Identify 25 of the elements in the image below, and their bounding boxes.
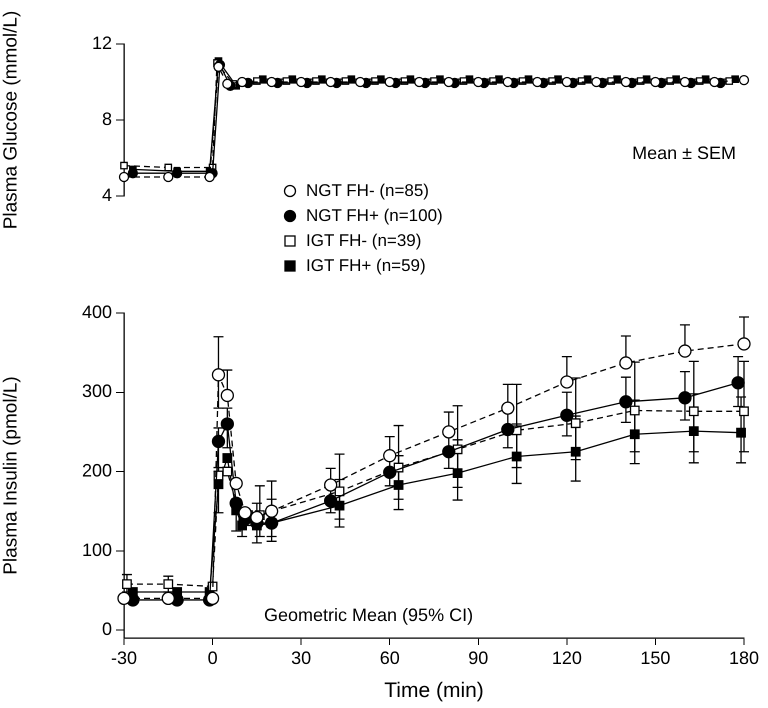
- legend-label: IGT FH+ (n=59): [306, 255, 426, 277]
- y-tick-label: 300: [82, 381, 112, 402]
- annotation: Mean ± SEM: [632, 142, 736, 163]
- y-tick-label: 400: [82, 302, 112, 322]
- legend-label: IGT FH- (n=39): [306, 230, 422, 252]
- y-tick-label: 0: [102, 619, 112, 640]
- x-axis-title: Time (min): [384, 679, 484, 702]
- y-axis-title: Plasma Glucose (mmol/L): [0, 10, 22, 230]
- x-tick-label: 150: [640, 648, 670, 668]
- y-tick-label: 8: [102, 108, 112, 129]
- y-tick-label: 12: [92, 32, 112, 53]
- y-tick-label: 200: [82, 460, 112, 481]
- x-tick-label: 60: [380, 648, 400, 668]
- x-tick-label: -30: [110, 648, 138, 668]
- legend-label: NGT FH- (n=85): [306, 180, 429, 202]
- y-axis-title: Plasma Insulin (pmol/L): [0, 376, 22, 575]
- x-tick-label: 30: [291, 648, 312, 668]
- legend-label: NGT FH+ (n=100): [306, 205, 443, 227]
- y-tick-label: 100: [82, 540, 112, 560]
- x-tick-label: 0: [208, 648, 218, 668]
- annotation: Geometric Mean (95% CI): [264, 604, 474, 625]
- x-tick-label: 120: [552, 648, 582, 668]
- y-tick-label: 4: [102, 184, 112, 205]
- x-tick-label: 180: [728, 648, 760, 668]
- x-tick-label: 90: [468, 648, 488, 668]
